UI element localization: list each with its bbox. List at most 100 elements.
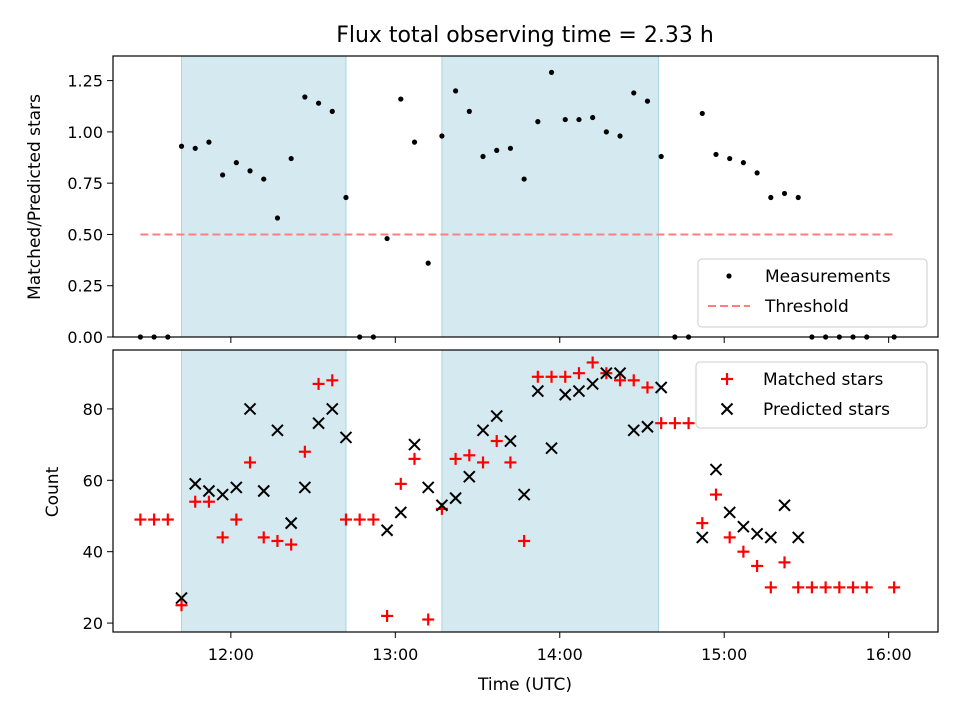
- measurement-point: [233, 160, 239, 166]
- top-y-tick-label: 0.00: [67, 328, 103, 347]
- predicted-star-marker: [600, 366, 613, 380]
- measurement-point: [768, 194, 774, 201]
- predicted-star-marker: [339, 431, 353, 444]
- top-shaded-interval-2: [441, 56, 659, 337]
- predicted-star-marker: [421, 481, 435, 494]
- matched-star-marker: [408, 452, 421, 465]
- top-y-tick-label: 0.50: [67, 225, 103, 244]
- predicted-star-marker: [394, 506, 407, 519]
- measurement-point: [521, 176, 527, 182]
- matched-star-marker: [230, 513, 243, 526]
- bottom-legend-box: [695, 361, 928, 429]
- top-y-tick-label: 0.75: [67, 174, 103, 193]
- matched-star-marker: [312, 377, 325, 390]
- legend-label: Threshold: [764, 297, 849, 317]
- predicted-star-marker: [613, 366, 627, 380]
- measurement-point: [466, 108, 472, 114]
- top-legend: Measurements Threshold: [697, 258, 928, 328]
- predicted-star-marker: [449, 491, 462, 505]
- matched-star-marker: [723, 531, 736, 544]
- matched-star-marker: [545, 370, 558, 383]
- measurement-point: [548, 69, 555, 76]
- predicted-star-marker: [504, 434, 517, 448]
- measurement-point: [603, 129, 609, 135]
- predicted-star-marker: [654, 381, 668, 394]
- measurement-point: [535, 119, 541, 125]
- top-y-tick-label: 0.25: [67, 277, 103, 296]
- bottom-y-tick-label: 20: [83, 614, 103, 633]
- matched-star-marker: [339, 513, 352, 526]
- predicted-star-marker: [709, 463, 723, 476]
- predicted-star-marker: [627, 424, 640, 437]
- matched-star-marker: [161, 513, 174, 526]
- measurement-point: [617, 133, 623, 139]
- bottom-y-tick-label: 80: [83, 400, 103, 419]
- measurement-point: [480, 153, 486, 160]
- predicted-star-marker: [641, 420, 654, 433]
- measurement-point: [699, 110, 705, 117]
- measurement-point: [562, 116, 568, 123]
- measurement-point: [781, 190, 788, 197]
- predicted-star-marker: [312, 416, 325, 430]
- measurement-point: [576, 116, 582, 123]
- bottom-axes-frame: [112, 349, 939, 633]
- matched-star-marker: [668, 417, 681, 430]
- matched-star-marker: [216, 531, 229, 544]
- matched-star-marker: [298, 445, 311, 458]
- predicted-star-marker: [271, 424, 284, 437]
- predicted-star-marker: [463, 470, 476, 483]
- bottom-y-tick-label: 40: [83, 543, 103, 562]
- legend-predicted-swatch: [720, 402, 734, 416]
- measurement-point: [494, 147, 500, 153]
- matched-star-marker: [189, 495, 202, 508]
- matched-star-marker: [271, 534, 284, 547]
- matched-star-marker: [778, 556, 791, 569]
- predicted-star-marker: [408, 438, 421, 451]
- x-tick-label: 12:00: [208, 645, 254, 664]
- matched-star-marker: [257, 531, 270, 544]
- measurement-point: [343, 194, 349, 201]
- predicted-star-marker: [257, 484, 270, 498]
- x-tick-label: 16:00: [866, 645, 912, 664]
- matched-star-marker: [709, 488, 722, 501]
- predicted-star-marker: [476, 424, 490, 437]
- matched-star-marker: [819, 581, 832, 594]
- measurement-point: [302, 94, 308, 100]
- measurement-point: [206, 139, 212, 145]
- matched-star-marker: [737, 545, 750, 558]
- matched-star-marker: [518, 534, 531, 547]
- predicted-star-marker: [230, 481, 243, 494]
- chart-title: Flux total observing time = 2.33 h: [336, 23, 714, 48]
- matched-star-marker: [847, 581, 860, 594]
- matched-star-marker: [764, 581, 777, 594]
- measurement-point: [329, 108, 335, 114]
- matched-star-marker: [449, 452, 462, 465]
- matched-star-marker: [614, 374, 627, 387]
- predicted-star-marker: [243, 402, 257, 416]
- predicted-star-marker: [586, 377, 599, 391]
- predicted-star-marker: [517, 488, 531, 501]
- measurement-point: [274, 215, 281, 221]
- top-legend-box: [697, 258, 928, 328]
- bottom-legend: Matched stars Predicted stars: [695, 361, 928, 429]
- measurement-point: [220, 172, 226, 178]
- matched-star-marker: [175, 599, 188, 612]
- matched-star-marker: [682, 417, 695, 430]
- top-panel: 0.00 0.25 0.50 0.75 1.00 1.25 Measurements Thre…: [67, 55, 939, 347]
- matched-star-marker: [627, 374, 640, 387]
- matched-star-marker: [367, 513, 380, 526]
- measurement-point: [247, 168, 253, 174]
- matched-star-marker: [285, 538, 298, 551]
- matched-star-marker: [860, 581, 873, 594]
- measurement-point: [631, 90, 637, 96]
- predicted-star-marker: [750, 527, 764, 541]
- measurement-point: [713, 151, 719, 158]
- matched-star-marker: [244, 456, 257, 469]
- measurement-point: [507, 145, 514, 151]
- predicted-star-marker: [298, 481, 312, 494]
- measurement-point: [398, 96, 404, 102]
- x-tick-label: 15:00: [701, 645, 747, 664]
- legend-label: Predicted stars: [763, 400, 890, 420]
- predicted-star-marker: [778, 499, 791, 512]
